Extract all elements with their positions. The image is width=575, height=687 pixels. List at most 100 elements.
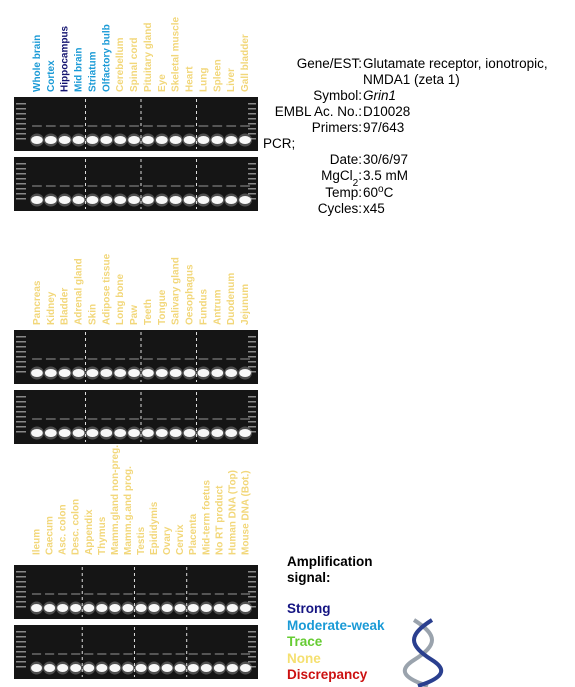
- info-label: Primers:: [312, 120, 362, 135]
- faint-band: [87, 185, 98, 187]
- faint-band: [184, 185, 195, 187]
- info-value: x45: [363, 201, 385, 216]
- band-glow: [71, 366, 86, 380]
- band-glow: [43, 601, 57, 615]
- info-value: D10028: [363, 104, 410, 119]
- band-glow: [82, 661, 96, 675]
- ladder-band: [16, 336, 26, 338]
- primer-band: [57, 604, 69, 612]
- primer-band: [239, 429, 251, 437]
- lane-label: Cervix: [175, 524, 186, 555]
- primer-band: [200, 604, 212, 612]
- faint-band: [32, 358, 42, 360]
- primer-band: [239, 664, 251, 672]
- primer-band: [183, 196, 196, 204]
- primer-band: [225, 136, 238, 144]
- faint-band: [143, 185, 153, 187]
- primer-band: [109, 604, 121, 612]
- band-glow: [141, 193, 155, 207]
- ladder-band: [16, 416, 26, 418]
- faint-band: [227, 593, 237, 595]
- ladder-band: [248, 661, 256, 663]
- info-text-part: D10028: [363, 104, 410, 119]
- band-glow: [199, 661, 213, 675]
- band-glow: [95, 661, 109, 675]
- band-glow: [69, 601, 83, 615]
- info-text-part: Grin1: [363, 88, 396, 103]
- ladder-band: [248, 431, 256, 433]
- primer-band: [211, 429, 224, 437]
- primer-band: [114, 369, 127, 377]
- primer-band: [135, 604, 147, 612]
- band-glow: [210, 426, 225, 440]
- band-glow: [134, 601, 148, 615]
- primer-band: [128, 369, 140, 377]
- ladder-band: [16, 421, 26, 423]
- faint-band: [184, 125, 195, 127]
- ladder-band: [16, 571, 26, 573]
- ladder-band: [248, 636, 256, 638]
- ladder-band: [16, 641, 26, 643]
- ladder-band: [248, 188, 256, 190]
- band-glow: [199, 601, 213, 615]
- band-glow: [210, 366, 225, 380]
- ladder-band: [248, 666, 256, 668]
- ladder-band: [248, 406, 256, 408]
- ladder-band: [248, 108, 256, 110]
- faint-band: [136, 593, 146, 595]
- faint-band: [214, 593, 224, 595]
- primer-band: [86, 369, 99, 377]
- band-glow: [238, 366, 252, 380]
- band-glow: [127, 426, 141, 440]
- ladder-band: [248, 163, 256, 165]
- info-text-part: C: [384, 185, 394, 200]
- primer-band: [44, 429, 57, 437]
- ladder-band: [248, 346, 256, 348]
- primer-band: [100, 369, 113, 377]
- faint-band: [97, 593, 107, 595]
- ladder-band: [16, 361, 26, 363]
- band-glow: [56, 601, 70, 615]
- band-glow: [225, 661, 239, 675]
- faint-band: [129, 125, 139, 127]
- faint-band: [31, 593, 42, 595]
- info-text-part: MgCl: [321, 168, 353, 183]
- faint-band: [87, 125, 98, 127]
- lane-label: Skeletal muscle: [171, 17, 182, 92]
- lane-label: Hippocampus: [60, 25, 71, 92]
- ladder-band: [248, 411, 256, 413]
- ladder-band: [16, 188, 26, 190]
- band-glow: [238, 193, 252, 207]
- lane-label: Tongue: [157, 289, 168, 325]
- ladder-band: [16, 651, 26, 653]
- band-glow: [154, 133, 169, 147]
- lane-label: Fundus: [198, 288, 209, 325]
- band-glow: [85, 366, 100, 380]
- gel-image: [14, 565, 258, 619]
- faint-band: [240, 653, 251, 655]
- primer-band: [58, 136, 71, 144]
- band-glow: [182, 366, 197, 380]
- info-text-part: Gene/EST:: [297, 56, 362, 71]
- ladder-band: [16, 431, 26, 433]
- lane-label: Pancreas: [32, 280, 43, 325]
- band-glow: [168, 193, 183, 207]
- faint-band: [149, 653, 159, 655]
- ladder-band: [248, 361, 256, 363]
- info-text-part: 3.5 mM: [363, 168, 408, 183]
- faint-band: [184, 418, 195, 420]
- lane-label: Antrum: [212, 289, 223, 325]
- primer-band: [96, 604, 108, 612]
- band-glow: [56, 661, 70, 675]
- legend-item: None: [287, 651, 321, 666]
- info-label: MgCl2:: [321, 168, 362, 189]
- lane-label: Cerebellum: [115, 37, 126, 92]
- band-glow: [69, 661, 83, 675]
- primer-band: [83, 604, 95, 612]
- lane-label: Thymus: [97, 516, 108, 555]
- info-text-part: o: [378, 184, 384, 195]
- primer-band: [83, 664, 95, 672]
- band-glow: [173, 601, 187, 615]
- ladder-band: [248, 421, 256, 423]
- ladder-band: [248, 641, 256, 643]
